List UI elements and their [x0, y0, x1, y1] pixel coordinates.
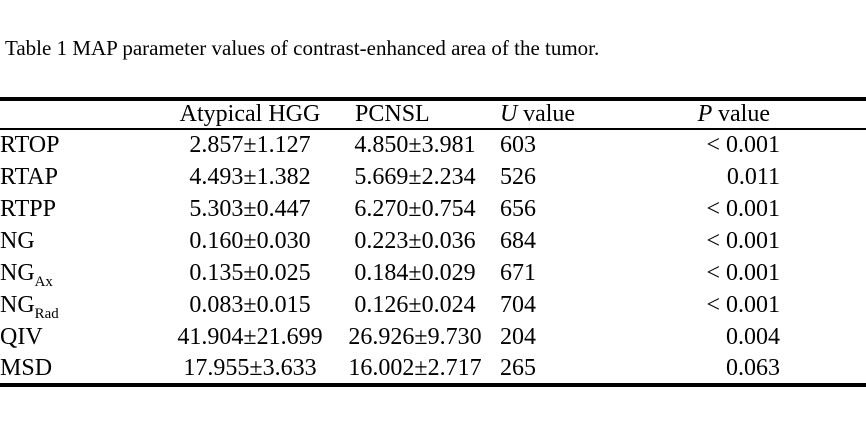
p-value-cell: 0.004 [726, 323, 780, 350]
param-cell: NGAx [0, 257, 170, 289]
row-spacer [780, 161, 866, 193]
header-spacer [780, 99, 866, 130]
atypical-hgg-cell: 2.857±1.127 [189, 132, 311, 158]
atypical-hgg-cell: 41.904±21.699 [177, 323, 323, 350]
p-value-cell: < 0.001 [706, 259, 780, 286]
table-row-msd: MSD 17.955±3.633 16.002±2.717 265 0.063 [0, 353, 866, 385]
u-value-cell: 526 [500, 163, 536, 190]
pcnsl-cell: 0.184±0.029 [354, 259, 476, 286]
u-value-cell: 603 [500, 132, 536, 158]
p-rest: value [718, 101, 770, 127]
row-spacer [780, 193, 866, 225]
param-cell: NGRad [0, 289, 170, 321]
table-row-rtpp: RTPP 5.303±0.447 6.270±0.754 656 < 0.001 [0, 193, 866, 225]
atypical-hgg-cell: 0.160±0.030 [189, 227, 311, 254]
param-cell: MSD [0, 353, 170, 385]
pcnsl-cell: 26.926±9.730 [348, 323, 482, 350]
pcnsl-cell: 0.126±0.024 [354, 291, 476, 318]
column-header-atypical-hgg: Atypical HGG [170, 99, 330, 130]
u-value-cell: 671 [500, 259, 536, 286]
column-header-parameter [0, 99, 170, 130]
p-value-cell: < 0.001 [706, 291, 780, 318]
p-value-cell: 0.011 [726, 163, 780, 190]
u-value-cell: 704 [500, 291, 536, 318]
param-cell: RTOP [0, 129, 170, 161]
param-label: QIV [0, 323, 43, 350]
param-subscript: Rad [34, 305, 59, 322]
pcnsl-cell: 0.223±0.036 [354, 227, 476, 254]
param-label: NG [0, 259, 35, 286]
p-value-cell: 0.063 [726, 354, 780, 381]
row-spacer [780, 321, 866, 353]
table-row-ng-rad: NGRad 0.083±0.015 0.126±0.024 704 < 0.00… [0, 289, 866, 321]
pcnsl-cell: 5.669±2.234 [354, 163, 476, 190]
atypical-hgg-cell: 4.493±1.382 [189, 163, 311, 190]
row-spacer [780, 353, 866, 385]
param-label: NG [0, 291, 35, 318]
table-row-qiv: QIV 41.904±21.699 26.926±9.730 204 0.004 [0, 321, 866, 353]
param-cell: NG [0, 225, 170, 257]
p-letter: P [697, 101, 713, 127]
table-caption: Table 1 MAP parameter values of contrast… [5, 36, 600, 60]
param-label: NG [0, 227, 35, 254]
param-label: RTAP [0, 163, 58, 190]
param-label: RTOP [0, 132, 60, 158]
u-value-cell: 204 [500, 323, 536, 350]
atypical-hgg-cell: 5.303±0.447 [189, 195, 311, 222]
column-header-pcnsl: PCNSL [330, 99, 500, 130]
u-value-cell: 656 [500, 195, 536, 222]
param-cell: RTPP [0, 193, 170, 225]
table-row-rtap: RTAP 4.493±1.382 5.669±2.234 526 0.011 [0, 161, 866, 193]
param-label: RTPP [0, 195, 56, 222]
param-cell: QIV [0, 321, 170, 353]
param-cell: RTAP [0, 161, 170, 193]
u-value-cell: 265 [500, 354, 536, 381]
u-rest: value [523, 101, 576, 127]
param-subscript: Ax [34, 273, 53, 290]
u-value-cell: 684 [500, 227, 536, 254]
table-row-ng-ax: NGAx 0.135±0.025 0.184±0.029 671 < 0.001 [0, 257, 866, 289]
u-letter: U [500, 101, 518, 127]
atypical-hgg-cell: 0.083±0.015 [189, 291, 311, 318]
row-spacer [780, 257, 866, 289]
pcnsl-cell: 16.002±2.717 [348, 354, 482, 381]
param-label: MSD [0, 354, 53, 381]
atypical-hgg-cell: 17.955±3.633 [183, 354, 317, 381]
table-row-rtop: RTOP 2.857±1.127 4.850±3.981 603 < 0.001 [0, 129, 866, 161]
pcnsl-cell: 6.270±0.754 [354, 195, 476, 222]
row-spacer [780, 225, 866, 257]
p-value-cell: < 0.001 [706, 132, 780, 158]
p-value-cell: < 0.001 [706, 227, 780, 254]
pcnsl-cell: 4.850±3.981 [354, 132, 476, 158]
row-spacer [780, 129, 866, 161]
atypical-hgg-cell: 0.135±0.025 [189, 259, 311, 286]
row-spacer [780, 289, 866, 321]
p-value-cell: < 0.001 [706, 195, 780, 222]
table-row-ng: NG 0.160±0.030 0.223±0.036 684 < 0.001 [0, 225, 866, 257]
